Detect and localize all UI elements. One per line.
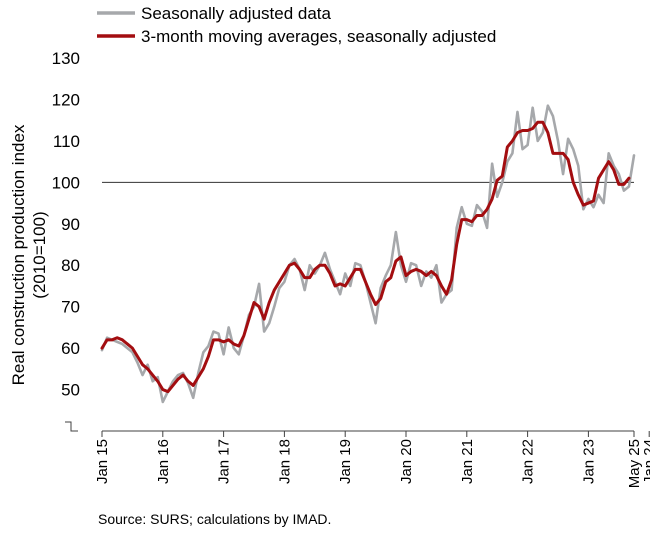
series-line-moving-average	[100, 120, 631, 394]
x-tick-label: May 25	[626, 439, 643, 488]
x-tick-label: Jan 22	[520, 439, 537, 484]
y-tick-label: 130	[52, 49, 80, 68]
x-tick-label: Jan 20	[398, 439, 415, 484]
y-tick-label: 70	[61, 298, 80, 317]
x-axis-ticks: Jan 15 Jan 16 Jan 17 Jan 18 Jan 19 Jan 20 Jan …	[94, 431, 650, 488]
x-tick-label-group: Jan 19	[337, 439, 354, 484]
x-tick-label: Jan 16	[155, 439, 172, 484]
x-tick-label-group: Jan 21	[459, 439, 476, 484]
y-axis-title-line1: Real construction production index	[9, 124, 28, 385]
y-tick-label: 100	[52, 173, 80, 192]
x-tick-label-group: Jan 15	[94, 439, 111, 484]
x-tick-label-group: Jan 22	[520, 439, 537, 484]
y-tick-label: 90	[61, 215, 80, 234]
x-tick-label: Jan 24	[641, 439, 650, 484]
x-tick-label: Jan 18	[276, 439, 293, 484]
y-axis-title: Real construction production index (2010…	[9, 124, 49, 385]
legend-label-seasonally-adjusted: Seasonally adjusted data	[141, 4, 332, 23]
source-note: Source: SURS; calculations by IMAD.	[98, 511, 331, 527]
x-tick-label-group: Jan 16	[155, 439, 172, 484]
x-tick-label-group: May 25	[626, 439, 643, 488]
y-axis-ticks: 50 60 70 80 90 100 110 120 130	[52, 49, 80, 400]
axis-break-icon	[65, 421, 78, 432]
y-tick-label: 120	[52, 90, 80, 109]
y-tick-label: 60	[61, 339, 80, 358]
x-tick-label: Jan 15	[94, 439, 111, 484]
x-tick-label: Jan 19	[337, 439, 354, 484]
x-tick-label-group: Jan 20	[398, 439, 415, 484]
series-line-seasonally-adjusted	[100, 104, 636, 404]
y-tick-label: 50	[61, 381, 80, 400]
legend: Seasonally adjusted data 3-month moving …	[97, 4, 496, 46]
x-tick-label-group: Jan 17	[216, 439, 233, 484]
series-layer	[100, 104, 636, 404]
x-tick-label-group: Jan 24	[641, 439, 650, 484]
legend-label-moving-average: 3-month moving averages, seasonally adju…	[141, 27, 496, 46]
x-tick-label: Jan 17	[216, 439, 233, 484]
x-tick-label-group: Jan 18	[276, 439, 293, 484]
x-tick-label: Jan 21	[459, 439, 476, 484]
y-tick-label: 80	[61, 256, 80, 275]
x-tick-label-group: Jan 23	[580, 439, 597, 484]
y-axis-title-line2: (2010=100)	[30, 211, 49, 298]
y-tick-label: 110	[53, 132, 80, 151]
x-tick-label: Jan 23	[580, 439, 597, 484]
